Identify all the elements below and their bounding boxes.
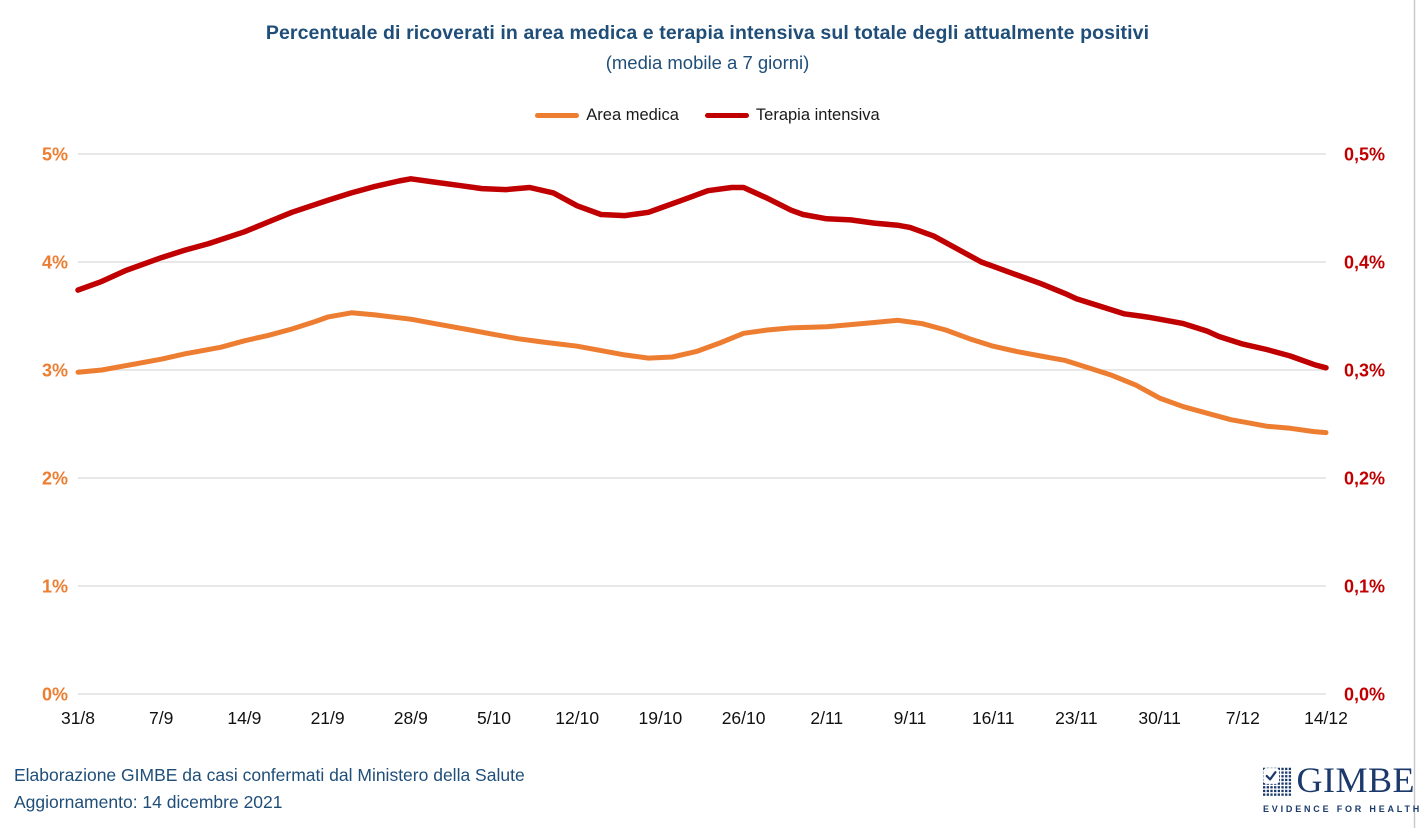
- logo-dot: [1270, 793, 1273, 796]
- gimbe-logo-row: GIMBE: [1263, 760, 1415, 801]
- logo-dot: [1281, 775, 1284, 778]
- y-axis-right-tick: 0,0%: [1344, 685, 1385, 705]
- y-axis-right-tick: 0,3%: [1344, 361, 1385, 381]
- x-axis-tick: 2/11: [810, 708, 843, 728]
- logo-dot: [1266, 789, 1269, 793]
- logo-dot: [1274, 789, 1277, 793]
- x-axis-tick: 14/9: [227, 708, 261, 728]
- y-axis-right-tick: 0,1%: [1344, 577, 1385, 597]
- logo-dot: [1263, 789, 1266, 793]
- y-axis-left-tick: 2%: [42, 469, 68, 489]
- logo-dot: [1288, 775, 1292, 778]
- y-axis-right-tick: 0,5%: [1344, 145, 1385, 165]
- y-axis-right-tick: 0,4%: [1344, 253, 1385, 273]
- series-lines: [75, 176, 1329, 436]
- x-axis-tick: 31/8: [61, 708, 95, 728]
- logo-dot: [1277, 789, 1281, 793]
- logo-dot: [1281, 778, 1284, 782]
- gridlines: [78, 153, 1326, 695]
- chart-title: Percentuale di ricoverati in area medica…: [265, 22, 1150, 44]
- logo-dot: [1270, 789, 1273, 793]
- logo-dot: [1263, 767, 1266, 771]
- gimbe-logo: GIMBE EVIDENCE FOR HEALTH: [1263, 760, 1423, 814]
- logo-dot: [1285, 782, 1288, 785]
- logo-dot: [1288, 793, 1292, 796]
- y-axis-left-tick: 1%: [42, 577, 68, 597]
- legend-label-terapia-intensiva: Terapia intensiva: [755, 106, 880, 124]
- footer-source-line: Elaborazione GIMBE da casi confermati da…: [14, 765, 525, 785]
- legend-item-terapia-intensiva: Terapia intensiva: [704, 106, 880, 125]
- x-axis-tick: 14/12: [1304, 708, 1348, 728]
- footer-update-line: Aggiornamento: 14 dicembre 2021: [14, 792, 283, 813]
- logo-dot: [1288, 782, 1292, 785]
- y-axis-left-tick: 3%: [42, 361, 68, 381]
- logo-dot: [1266, 786, 1269, 789]
- x-axis-tick: 5/10: [477, 708, 511, 728]
- logo-dot: [1281, 782, 1284, 785]
- y-axis-left-labels: 5% 4% 3% 2% 1% 0%: [42, 145, 68, 705]
- logo-dot: [1263, 782, 1266, 785]
- x-axis-tick: 21/9: [311, 708, 345, 728]
- logo-dot: [1281, 767, 1284, 771]
- chart-subtitle: (media mobile a 7 giorni): [605, 52, 810, 73]
- gimbe-wordmark: GIMBE: [1296, 760, 1415, 800]
- gimbe-tagline: EVIDENCE FOR HEALTH: [1263, 804, 1423, 814]
- y-axis-left-tick: 4%: [42, 253, 68, 273]
- x-axis-tick: 30/11: [1138, 708, 1181, 728]
- logo-dot: [1288, 778, 1292, 782]
- logo-dot: [1285, 789, 1288, 793]
- logo-dot: [1277, 782, 1281, 785]
- y-axis-right-labels: 0,5% 0,4% 0,3% 0,2% 0,1% 0,0%: [1344, 145, 1385, 705]
- x-axis-tick: 19/10: [639, 708, 683, 728]
- x-axis-tick: 26/10: [722, 708, 766, 728]
- logo-dot: [1285, 775, 1288, 778]
- logo-dot: [1281, 786, 1284, 789]
- legend-label-area-medica: Area medica: [586, 106, 679, 124]
- logo-dot: [1285, 793, 1288, 796]
- x-axis-tick: 7/9: [149, 708, 173, 728]
- line-terapia-intensiva: [75, 176, 1329, 371]
- footer-notes: Elaborazione GIMBE da casi confermati da…: [14, 762, 525, 816]
- logo-dot: [1288, 767, 1292, 771]
- legend: Area medica Terapia intensiva: [0, 106, 1415, 125]
- logo-dot: [1281, 771, 1284, 774]
- x-axis-tick: 28/9: [394, 708, 428, 728]
- x-axis-labels: 31/8 7/9 14/9 21/9 28/9 5/10 12/10 19/10 26/10 2/…: [61, 708, 1348, 728]
- legend-item-area-medica: Area medica: [535, 106, 679, 125]
- logo-dot: [1288, 789, 1292, 793]
- logo-dot: [1277, 767, 1281, 771]
- y-axis-left-tick: 0%: [42, 685, 68, 705]
- logo-dot: [1263, 786, 1266, 789]
- logo-dot: [1266, 793, 1269, 796]
- logo-dot: [1274, 786, 1277, 789]
- logo-dot: [1270, 786, 1273, 789]
- logo-dot: [1281, 793, 1284, 796]
- x-axis-tick: 9/11: [894, 708, 927, 728]
- logo-dot: [1274, 793, 1277, 796]
- logo-dot: [1288, 771, 1292, 774]
- y-axis-right-tick: 0,2%: [1344, 469, 1385, 489]
- y-axis-left-tick: 5%: [42, 145, 68, 165]
- line-area-medica: [75, 310, 1329, 436]
- x-axis-tick: 23/11: [1055, 708, 1098, 728]
- logo-dot: [1277, 786, 1281, 789]
- x-axis-tick: 7/12: [1226, 708, 1260, 728]
- logo-dot: [1288, 786, 1292, 789]
- logo-dot: [1281, 789, 1284, 793]
- logo-dot: [1285, 778, 1288, 782]
- logo-dot: [1263, 793, 1266, 796]
- terapia-intensiva-line-swatch: [704, 113, 749, 118]
- logo-dot: [1277, 793, 1281, 796]
- logo-dot: [1285, 786, 1288, 789]
- x-axis-tick: 12/10: [555, 708, 599, 728]
- area-medica-line-swatch: [535, 113, 580, 118]
- x-axis-tick: 16/11: [972, 708, 1015, 728]
- logo-dot: [1285, 767, 1288, 771]
- dot-grid-checkmark-icon: [1263, 767, 1292, 796]
- logo-dot: [1285, 771, 1288, 774]
